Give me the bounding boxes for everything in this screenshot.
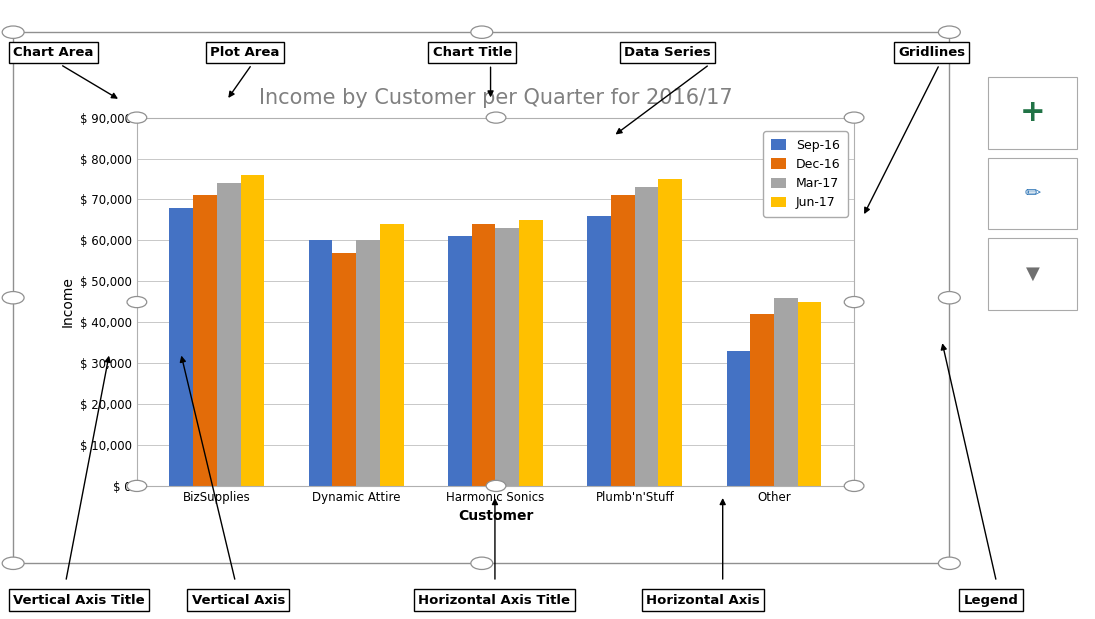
Bar: [193, 196, 217, 486]
Bar: [750, 314, 774, 486]
Title: Income by Customer per Quarter for 2016/17: Income by Customer per Quarter for 2016/…: [258, 88, 733, 108]
Bar: [333, 253, 356, 486]
Bar: [380, 224, 404, 486]
Bar: [472, 224, 496, 486]
Text: +: +: [1019, 98, 1046, 128]
Bar: [611, 196, 635, 486]
Text: Chart Title: Chart Title: [433, 46, 511, 59]
X-axis label: Customer: Customer: [458, 509, 533, 523]
Y-axis label: Income: Income: [60, 276, 74, 327]
Bar: [658, 179, 682, 486]
Bar: [519, 220, 543, 486]
Text: ✏: ✏: [1025, 184, 1040, 203]
Legend: Sep-16, Dec-16, Mar-17, Jun-17: Sep-16, Dec-16, Mar-17, Jun-17: [763, 131, 848, 217]
Bar: [496, 228, 519, 486]
Bar: [170, 207, 193, 486]
Text: Vertical Axis: Vertical Axis: [192, 594, 285, 607]
Text: Gridlines: Gridlines: [898, 46, 965, 59]
Text: Legend: Legend: [964, 594, 1018, 607]
Bar: [309, 240, 333, 486]
Text: Horizontal Axis: Horizontal Axis: [646, 594, 760, 607]
Text: Vertical Axis Title: Vertical Axis Title: [13, 594, 145, 607]
Bar: [774, 298, 798, 486]
Bar: [587, 216, 611, 486]
Text: Data Series: Data Series: [624, 46, 711, 59]
Bar: [727, 351, 750, 486]
Text: ▼: ▼: [1026, 265, 1039, 283]
Text: Plot Area: Plot Area: [210, 46, 279, 59]
Bar: [241, 175, 264, 486]
Bar: [635, 187, 658, 486]
Bar: [217, 183, 241, 486]
Bar: [798, 302, 821, 486]
Text: Horizontal Axis Title: Horizontal Axis Title: [418, 594, 570, 607]
Text: Chart Area: Chart Area: [13, 46, 93, 59]
Bar: [448, 236, 472, 486]
Bar: [356, 240, 380, 486]
